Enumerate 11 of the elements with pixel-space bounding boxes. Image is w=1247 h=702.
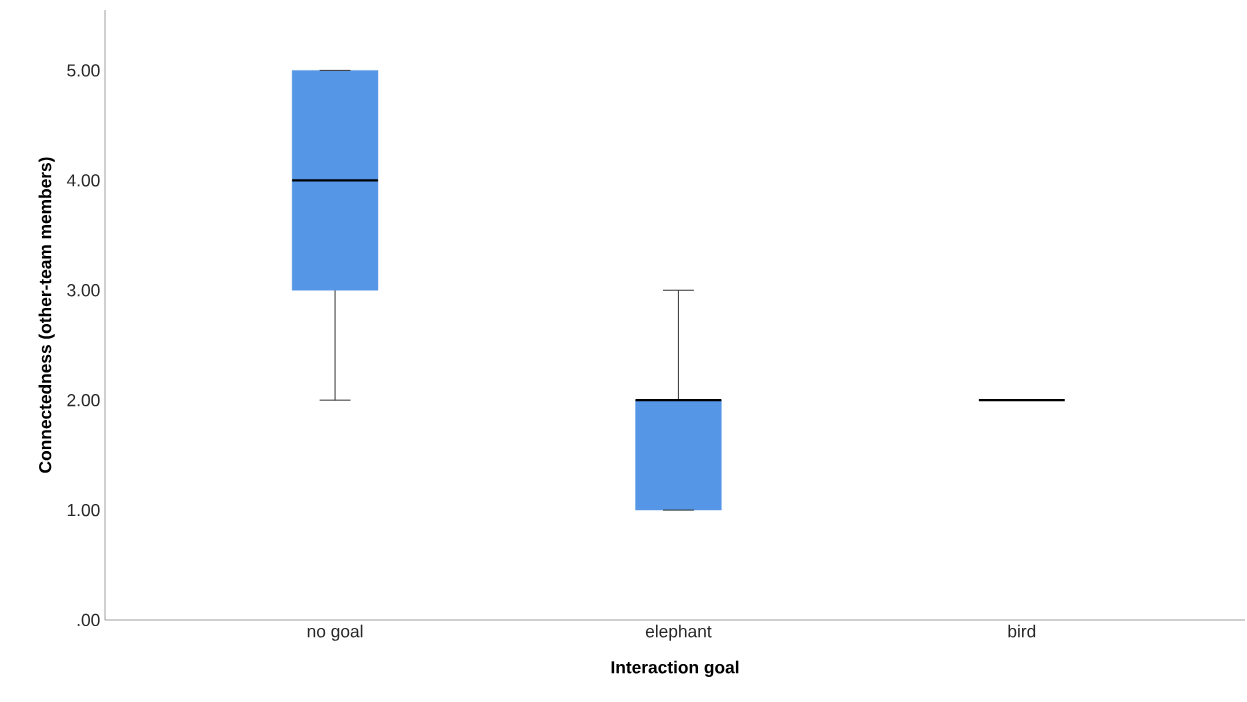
x-tick-label: no goal bbox=[307, 624, 363, 641]
y-tick-label: 1.00 bbox=[67, 503, 100, 517]
y-tick-label: 4.00 bbox=[66, 174, 100, 187]
y-tick-label: 3.00 bbox=[67, 284, 100, 297]
x-tick-label: elephant bbox=[645, 624, 712, 641]
y-tick-label: 2.00 bbox=[67, 394, 100, 407]
y-tick-label: 5.00 bbox=[67, 64, 100, 77]
x-axis-title: Interaction goal bbox=[611, 660, 739, 677]
y-tick-label: .00 bbox=[77, 613, 100, 627]
x-tick-label: bird bbox=[1008, 624, 1036, 638]
y-axis-title: Connectedness (other-team members) bbox=[38, 157, 55, 473]
